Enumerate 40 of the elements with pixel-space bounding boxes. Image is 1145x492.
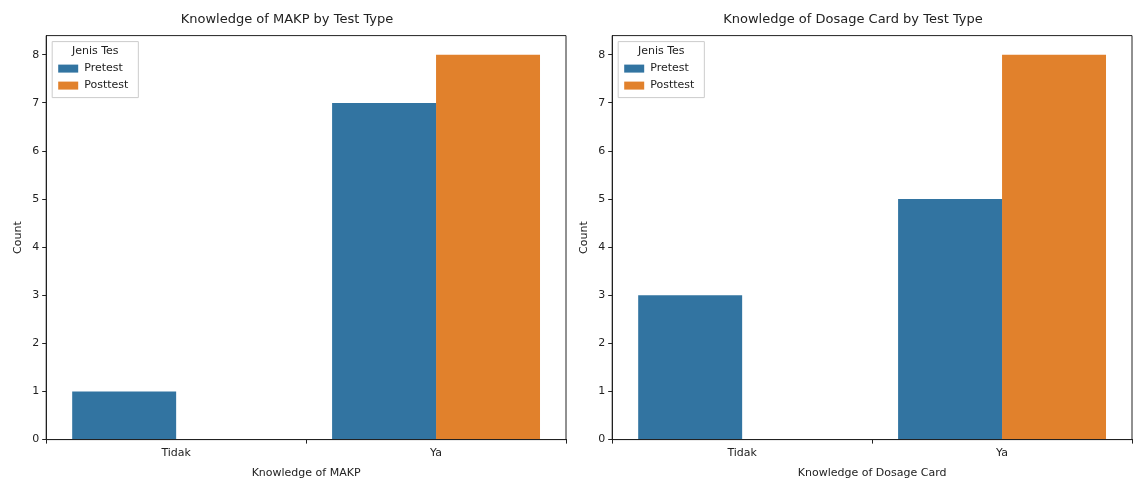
bar [72, 391, 177, 440]
x-tick-label: Ya [995, 446, 1009, 460]
legend-label: Pretest [84, 61, 124, 75]
y-tick-label: 6 [32, 143, 40, 157]
y-tick-label: 1 [32, 384, 40, 398]
y-tick-label: 2 [598, 336, 606, 350]
y-tick-label: 7 [598, 95, 606, 109]
bar [332, 102, 437, 440]
bar [1002, 54, 1107, 440]
y-tick-label: 8 [32, 47, 40, 61]
y-tick-label: 6 [598, 143, 606, 157]
legend-title: Jenis Tes [70, 44, 119, 58]
legend-label: Pretest [650, 61, 690, 75]
y-tick-label: 0 [598, 432, 606, 446]
y-tick-label: 4 [598, 240, 606, 254]
bar [898, 199, 1003, 440]
y-axis-title: Count [577, 220, 591, 254]
bar [638, 295, 743, 440]
y-tick-label: 0 [32, 432, 40, 446]
y-tick-label: 4 [32, 240, 40, 254]
x-tick-label: Tidak [160, 446, 192, 460]
y-tick-label: 8 [598, 47, 606, 61]
y-tick-label: 1 [598, 384, 606, 398]
x-axis-title: Knowledge of MAKP [251, 466, 361, 480]
chart-title: Knowledge of Dosage Card by Test Type [723, 11, 983, 27]
legend-label: Posttest [650, 78, 696, 92]
x-tick-label: Ya [429, 446, 443, 460]
y-tick-label: 5 [32, 191, 40, 205]
chart-title: Knowledge of MAKP by Test Type [180, 11, 394, 27]
y-tick-label: 7 [32, 95, 40, 109]
legend-label: Posttest [84, 78, 130, 92]
y-tick-label: 3 [598, 288, 606, 302]
y-tick-label: 3 [32, 288, 40, 302]
y-tick-label: 5 [598, 191, 606, 205]
y-axis-title: Count [11, 220, 25, 254]
bar [436, 54, 541, 440]
x-axis-title: Knowledge of Dosage Card [797, 466, 947, 480]
y-tick-label: 2 [32, 336, 40, 350]
legend-title: Jenis Tes [636, 44, 685, 58]
x-tick-label: Tidak [726, 446, 758, 460]
